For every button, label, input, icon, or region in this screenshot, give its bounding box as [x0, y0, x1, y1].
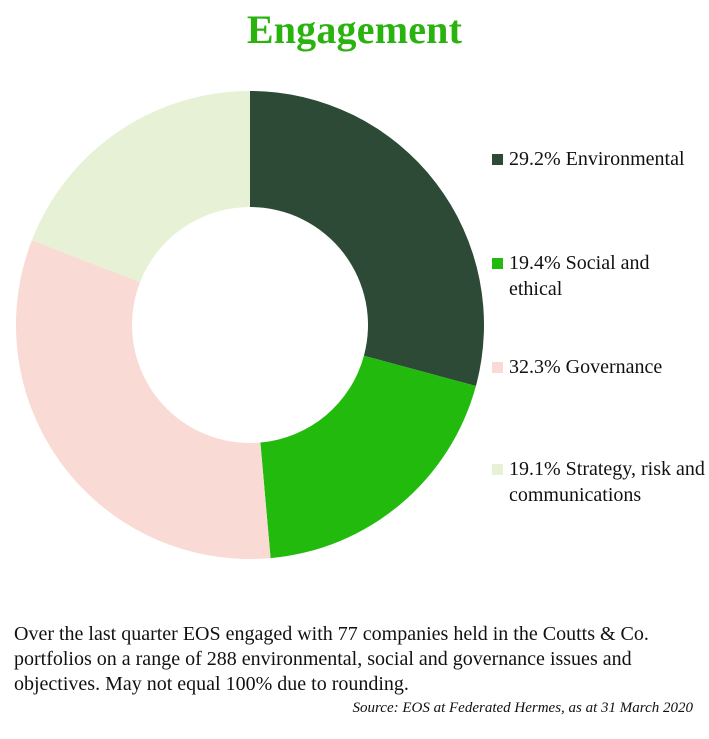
legend-item-environmental: 29.2% Environmental	[492, 146, 707, 172]
chart-title: Engagement	[246, 7, 463, 52]
legend-swatch-governance	[492, 362, 503, 373]
legend-swatch-social	[492, 258, 503, 269]
legend-label-social: 19.4% Social and ethical	[509, 252, 650, 300]
legend-label-environmental: 29.2% Environmental	[509, 148, 685, 170]
legend-item-governance: 32.3% Governance	[492, 354, 707, 380]
caption-text: Over the last quarter EOS engaged with 7…	[14, 623, 649, 695]
donut-slice-environmental	[250, 91, 484, 387]
source-note: Source: EOS at Federated Hermes, as at 3…	[352, 700, 694, 716]
legend-swatch-environmental	[492, 154, 503, 165]
donut-slice-social	[260, 355, 476, 559]
legend-label-governance: 32.3% Governance	[509, 356, 663, 378]
donut-slice-strategy	[31, 91, 251, 283]
legend-label-strategy: 19.1% Strategy, risk and communications	[509, 458, 705, 506]
legend-swatch-strategy	[492, 464, 503, 475]
legend-item-strategy: 19.1% Strategy, risk and communications	[492, 456, 707, 508]
donut-slices	[15, 91, 484, 559]
donut-slice-governance	[15, 240, 271, 559]
legend-item-social: 19.4% Social and ethical	[492, 250, 707, 302]
